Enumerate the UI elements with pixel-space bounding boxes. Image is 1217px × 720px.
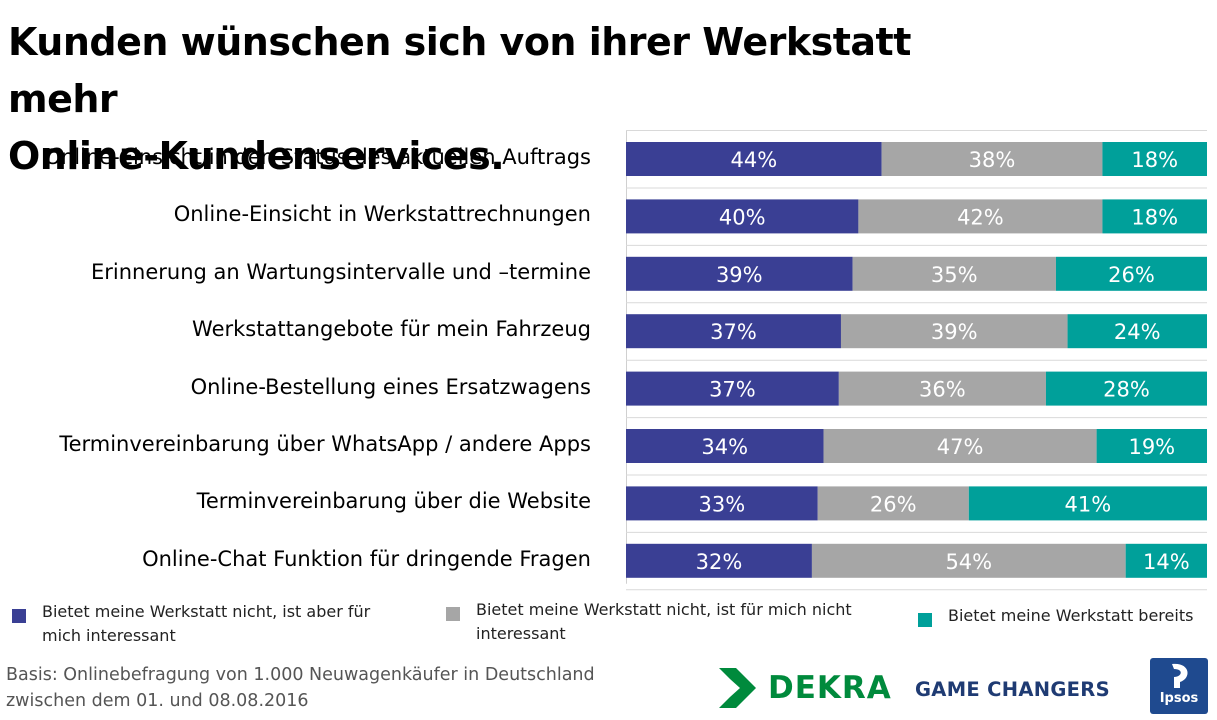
category-label: Online-Einsicht in den Status des aktuel… <box>44 145 591 169</box>
bar-segment <box>626 429 824 463</box>
data-label: 33% <box>699 492 746 516</box>
dekra-logo-text: DEKRA <box>768 670 892 706</box>
category-label: Online-Einsicht in Werkstattrechnungen <box>173 202 591 227</box>
data-label: 40% <box>719 205 766 229</box>
legend-label-line: Bietet meine Werkstatt nicht, ist für mi… <box>476 600 852 619</box>
bar-segment <box>811 543 1126 578</box>
data-label: 39% <box>931 320 978 344</box>
category-label: Erinnerung an Wartungsintervalle und –te… <box>91 259 591 284</box>
bar-segment <box>881 142 1103 176</box>
data-label: 32% <box>696 550 743 574</box>
data-label: 18% <box>1131 148 1178 172</box>
data-label: 39% <box>716 263 763 287</box>
bar-segment <box>838 371 1046 406</box>
footer-note: Basis: Onlinebefragung von 1.000 Neuwage… <box>6 662 686 714</box>
bar-segment <box>626 199 859 234</box>
bar-segment <box>626 256 853 291</box>
data-label: 44% <box>730 148 777 172</box>
bar-segment <box>626 314 841 349</box>
bar-segment <box>626 486 818 521</box>
footer-line-1: Basis: Onlinebefragung von 1.000 Neuwage… <box>6 665 595 685</box>
data-label: 24% <box>1114 320 1161 344</box>
legend-label-line: mich interessant <box>42 626 176 645</box>
bar-segment <box>823 429 1097 463</box>
legend-label: Bietet meine Werkstatt bereits <box>948 604 1193 628</box>
bar-segment <box>1125 543 1207 578</box>
bar-segment <box>626 371 839 406</box>
data-label: 26% <box>870 492 917 516</box>
stacked-bar-chart: 44% 38% 18% 40% 42% 18% 39% 35% 26% 37% 39% 24% 37% 3… <box>626 130 1207 591</box>
legend-swatch <box>918 613 932 627</box>
data-label: 35% <box>931 263 978 287</box>
ipsos-logo: Ipsos <box>1150 658 1208 714</box>
data-label: 41% <box>1065 492 1112 516</box>
bar-segment <box>626 142 882 176</box>
data-label: 18% <box>1131 205 1178 229</box>
dekra-chevron-icon <box>719 668 756 708</box>
data-label: 34% <box>701 435 748 459</box>
bar-segment <box>858 199 1103 234</box>
category-label: Werkstattangebote für mein Fahrzeug <box>192 317 591 342</box>
chart-title-line-2: Online-Kundenservices. <box>8 134 505 178</box>
game-changers-logo: GAME CHANGERS <box>915 678 1110 701</box>
bar-segment <box>1096 429 1207 463</box>
legend-label-line: Bietet meine Werkstatt nicht, ist aber f… <box>42 602 371 621</box>
data-label: 26% <box>1108 263 1155 287</box>
data-label: 37% <box>709 378 756 402</box>
data-label: 47% <box>937 435 984 459</box>
category-label: Terminvereinbarung über die Website <box>196 489 591 514</box>
legend-label: Bietet meine Werkstatt nicht, ist aber f… <box>42 600 370 648</box>
legend-label-line: Bietet meine Werkstatt bereits <box>948 606 1194 625</box>
chart-title: Kunden wünschen sich von ihrer Werkstatt… <box>8 14 1008 185</box>
bar-segment <box>1055 256 1207 291</box>
category-label: Online-Bestellung eines Ersatzwagens <box>190 374 591 399</box>
dekra-logo: DEKRA <box>716 664 891 712</box>
bar-segment <box>1102 199 1207 234</box>
bar-segment <box>1045 371 1207 406</box>
data-label: 14% <box>1143 550 1190 574</box>
data-label: 36% <box>919 378 966 402</box>
data-label: 38% <box>969 148 1016 172</box>
footer-line-2: zwischen dem 01. und 08.08.2016 <box>6 691 309 711</box>
ipsos-logo-text: Ipsos <box>1159 691 1199 706</box>
chart-title-line-1: Kunden wünschen sich von ihrer Werkstatt… <box>8 20 911 121</box>
bar-segment <box>840 314 1068 349</box>
legend-swatch <box>12 609 26 623</box>
legend-label-line: interessant <box>476 624 566 643</box>
category-label: Online-Chat Funktion für dringende Frage… <box>142 546 591 571</box>
bar-segment <box>968 486 1207 521</box>
data-label: 42% <box>957 205 1004 229</box>
bar-segment <box>1102 142 1207 176</box>
category-label: Terminvereinbarung über WhatsApp / ander… <box>59 432 591 456</box>
legend-label: Bietet meine Werkstatt nicht, ist für mi… <box>476 598 852 646</box>
data-label: 28% <box>1103 378 1150 402</box>
legend-swatch <box>446 607 460 621</box>
data-label: 54% <box>945 550 992 574</box>
data-label: 37% <box>710 320 757 344</box>
bar-segment <box>626 543 812 578</box>
bar-segment <box>852 256 1056 291</box>
data-label: 19% <box>1128 435 1175 459</box>
bar-segment <box>1067 314 1207 349</box>
ipsos-mark-icon <box>1172 663 1188 688</box>
bar-segment <box>817 486 969 521</box>
